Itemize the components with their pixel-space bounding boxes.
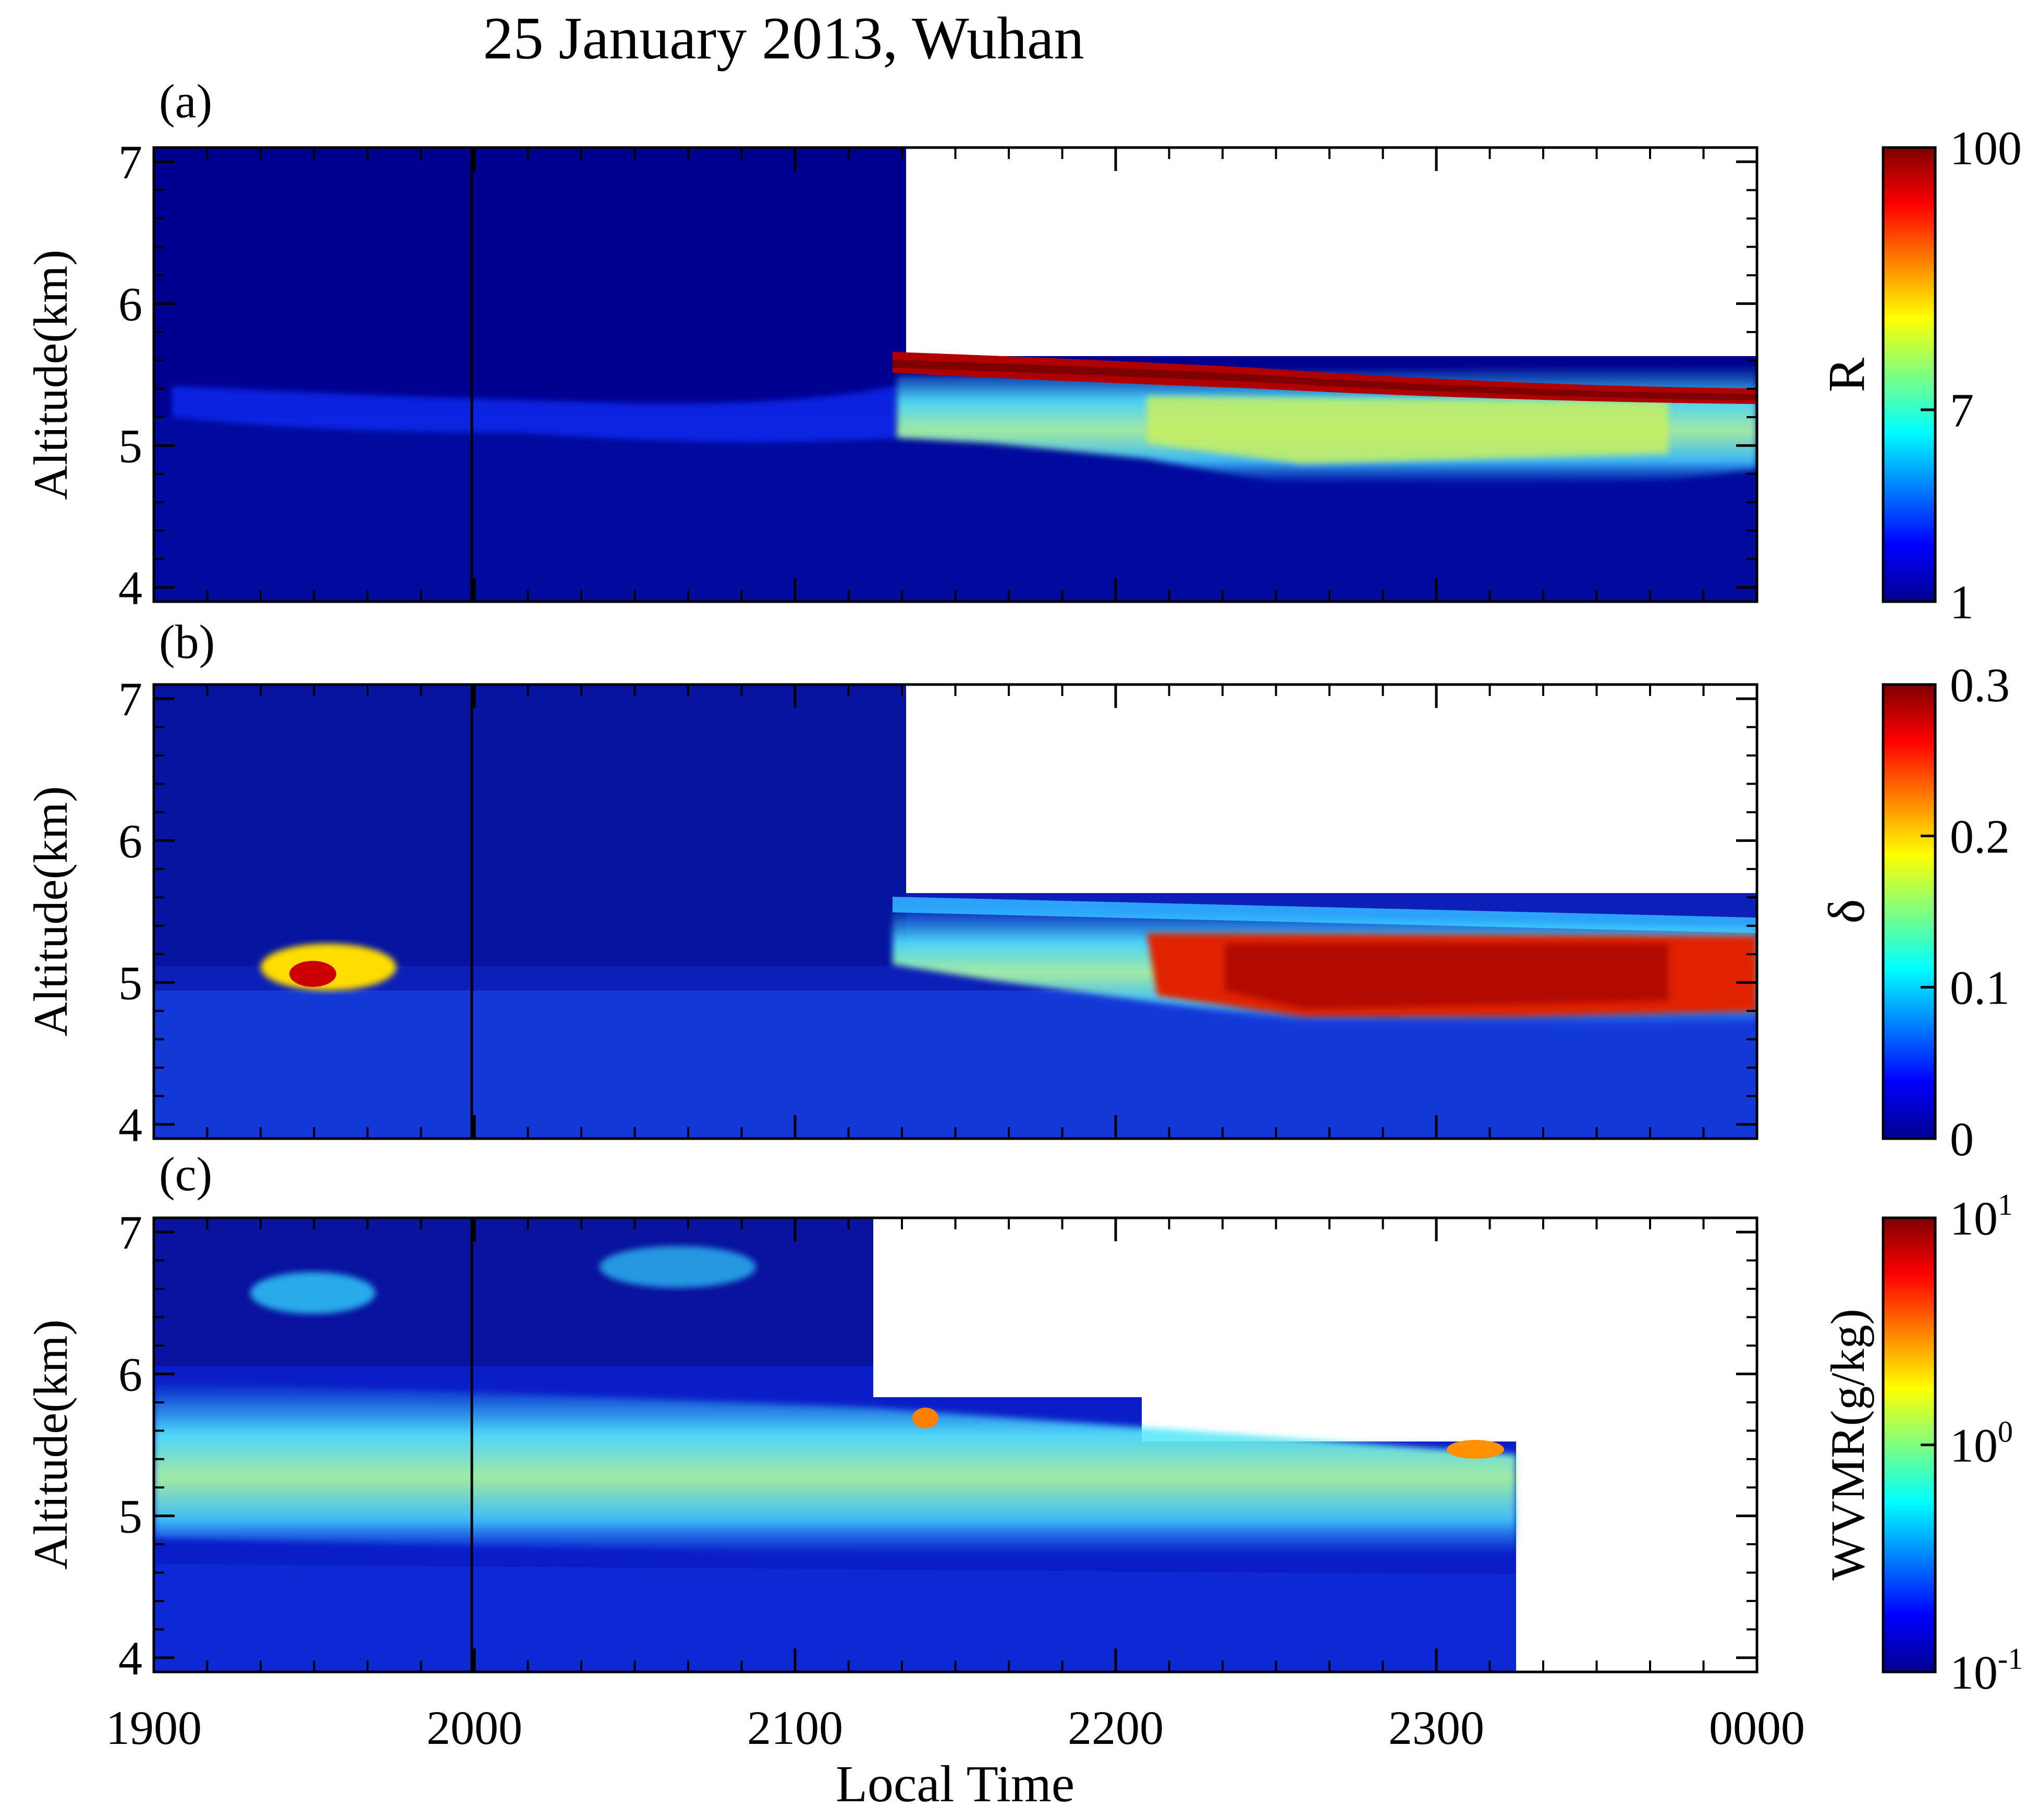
colorbar-b-label: δ xyxy=(1817,899,1875,923)
axis-ticks: 4 5 6 7 4 5 6 7 4 5 6 7 1900 2000 2100 2200 2300 0000 1 7 10… xyxy=(106,121,2023,1754)
panel-b-no-data-region xyxy=(906,685,1757,893)
figure-title: 25 January 2013, Wuhan xyxy=(483,5,1084,72)
y-tick-label: 4 xyxy=(118,1098,142,1152)
y-tick-label: 5 xyxy=(118,420,142,473)
panel-c-orange-patch xyxy=(1447,1440,1504,1459)
panel-b-label: (b) xyxy=(159,615,215,668)
colorbar-a-label: R xyxy=(1817,357,1875,392)
panel-c-y-label: Altitude(km) xyxy=(24,1320,77,1570)
y-tick-label: 4 xyxy=(118,561,142,615)
y-tick-label: 5 xyxy=(118,957,142,1010)
x-tick-label: 1900 xyxy=(106,1701,202,1754)
colorbar-tick-label: 10-1 xyxy=(1950,1642,2023,1699)
x-tick-label: 0000 xyxy=(1709,1701,1805,1754)
x-axis-label: Local Time xyxy=(836,1755,1075,1813)
panel-b-image xyxy=(154,685,1757,1139)
colorbar-tick-label: 0.2 xyxy=(1950,810,2010,863)
y-tick-label: 7 xyxy=(118,1206,142,1259)
panel-b-y-label: Altitude(km) xyxy=(24,786,77,1036)
colorbar-tick-label: 0.1 xyxy=(1950,961,2010,1015)
panel-c-cyan-patch xyxy=(600,1246,756,1288)
panel-c: (c) xyxy=(152,1147,1759,1674)
colorbar-tick-label: 0.3 xyxy=(1950,658,2010,712)
y-tick-label: 7 xyxy=(118,136,142,189)
panel-c-cyan-patch xyxy=(250,1272,375,1314)
colorbar-tick-label: 101 xyxy=(1950,1188,2013,1245)
colorbar-tick-label: 1 xyxy=(1950,576,1974,629)
y-tick-label: 4 xyxy=(118,1632,142,1685)
y-tick-label: 6 xyxy=(118,1348,142,1401)
panel-a-cloud-top-dark xyxy=(893,360,1757,400)
y-tick-label: 5 xyxy=(118,1490,142,1543)
colorbar-tick-label: 0 xyxy=(1950,1113,1974,1166)
panel-c-label: (c) xyxy=(159,1147,212,1201)
panel-b-upper-dark xyxy=(154,685,906,966)
panel-b-small-patch-core xyxy=(289,961,336,987)
x-tick-label: 2100 xyxy=(747,1701,843,1754)
panel-b: (b) xyxy=(152,615,1759,1140)
panel-a-y-label: Altitude(km) xyxy=(24,250,77,500)
x-tick-label: 2300 xyxy=(1388,1701,1484,1754)
panel-c-blue-lower xyxy=(154,1564,1516,1672)
panel-c-orange-patch xyxy=(912,1408,938,1428)
panel-a-no-data-region xyxy=(906,148,1757,356)
colorbar-b-gradient xyxy=(1882,683,1937,1140)
colorbar-b: δ xyxy=(1817,683,1937,1140)
y-tick-label: 6 xyxy=(118,814,142,868)
panel-b-depol-dark xyxy=(1225,944,1668,1009)
y-tick-label: 7 xyxy=(118,673,142,726)
colorbar-tick-label: 100 xyxy=(1950,121,2022,175)
x-tick-label: 2000 xyxy=(426,1701,522,1754)
colorbar-a-gradient xyxy=(1882,146,1937,603)
colorbar-a: R xyxy=(1817,146,1937,603)
colorbar-c-label: WVMR(g/kg) xyxy=(1821,1309,1874,1580)
x-tick-label: 2200 xyxy=(1068,1701,1164,1754)
colorbar-c: WVMR(g/kg) xyxy=(1821,1216,1937,1674)
panel-a-aerosol-layer xyxy=(172,386,897,442)
colorbar-tick-label: 100 xyxy=(1950,1415,2013,1472)
colorbar-tick-label: 7 xyxy=(1950,384,1974,437)
panel-a-label: (a) xyxy=(159,75,212,128)
panel-c-moist-layer xyxy=(154,1382,1516,1556)
y-tick-label: 6 xyxy=(118,277,142,331)
panel-a-yellow-core xyxy=(1147,396,1668,464)
panel-a: (a) xyxy=(152,75,1759,603)
panel-a-image xyxy=(154,148,1757,602)
panel-c-image xyxy=(154,1218,1516,1672)
